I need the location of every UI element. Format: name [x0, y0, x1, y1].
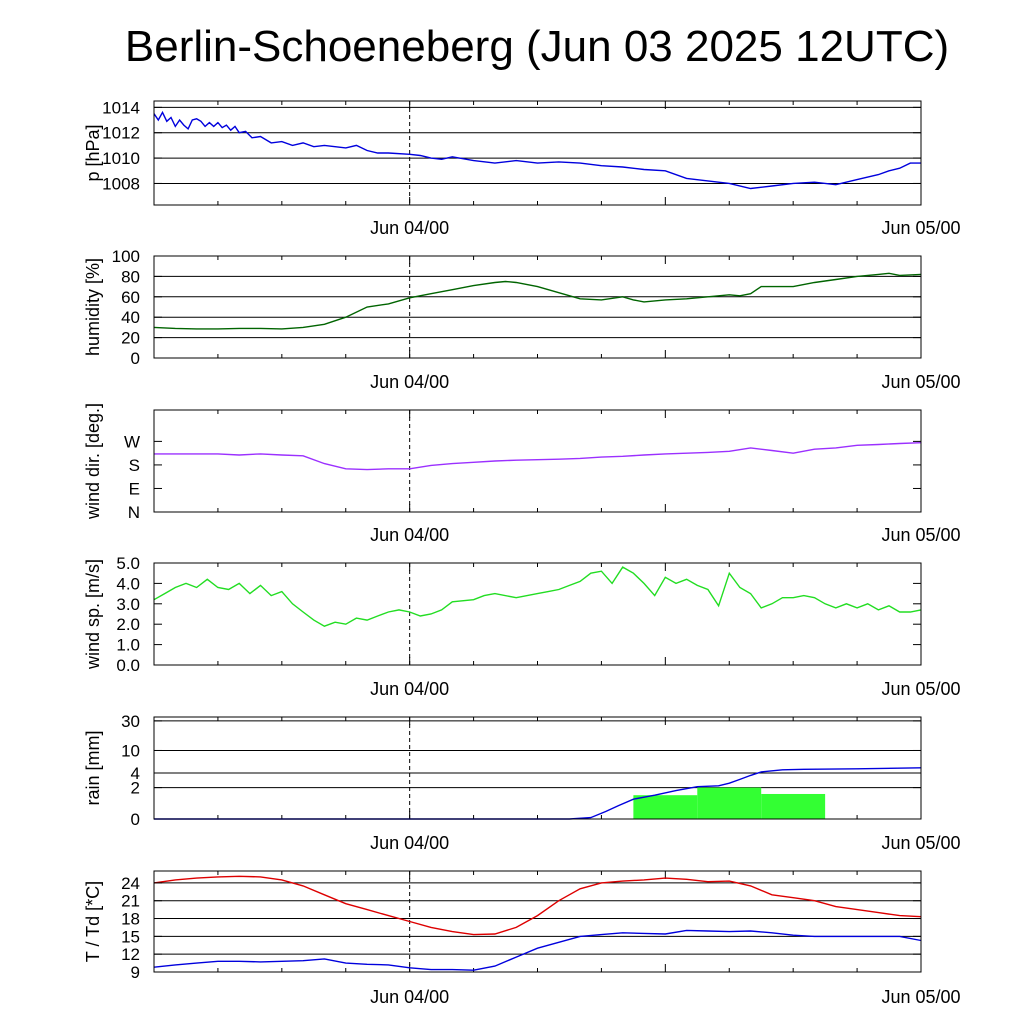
x-tick-label: Jun 04/00: [370, 679, 449, 699]
x-tick-label: Jun 05/00: [881, 987, 960, 1007]
y-tick-label: 60: [121, 288, 140, 307]
x-tick-label: Jun 04/00: [370, 833, 449, 853]
y-axis-label: humidity [%]: [83, 258, 103, 356]
x-tick-label: Jun 04/00: [370, 525, 449, 545]
x-tick-label: Jun 05/00: [881, 218, 960, 238]
series-line: [153, 929, 922, 971]
y-axis-label: rain [mm]: [83, 730, 103, 805]
y-tick-label: S: [129, 456, 140, 475]
y-tick-label: 4.0: [116, 574, 140, 593]
x-tick-label: Jun 05/00: [881, 679, 960, 699]
y-axis-label: p [hPa]: [83, 124, 103, 181]
plot-frame: [153, 562, 922, 666]
panel-wind_speed: 0.01.0 2.03.0 4.05.0 wind sp. [m/s] Jun 04/0…: [83, 554, 961, 699]
series-line: [153, 875, 922, 936]
y-tick-label: 1012: [102, 124, 140, 143]
plot-frame: [153, 255, 922, 359]
y-tick-label: 18: [121, 910, 140, 929]
y-tick-label: 20: [121, 329, 140, 348]
y-axis-label: wind dir. [deg.]: [83, 403, 103, 520]
y-tick-label: 0.0: [116, 656, 140, 675]
y-tick-label: 21: [121, 892, 140, 911]
x-tick-label: Jun 05/00: [881, 833, 960, 853]
y-tick-label: 1.0: [116, 636, 140, 655]
plot-frame: [153, 716, 922, 820]
panel-rain: 0 24 10 30 rain [mm] Jun 04/00 Jun 05/00: [83, 712, 961, 853]
y-tick-label: 30: [121, 712, 140, 731]
y-tick-label: 10: [121, 741, 140, 760]
y-tick-label: 0: [131, 810, 140, 829]
y-axis-label: T / Td [*C]: [83, 881, 103, 962]
y-tick-label: W: [124, 432, 140, 451]
series-line: [153, 272, 922, 330]
x-tick-label: Jun 05/00: [881, 372, 960, 392]
y-axis-label: wind sp. [m/s]: [83, 559, 103, 670]
y-tick-label: 1008: [102, 174, 140, 193]
plot-frame: [153, 409, 922, 513]
plot-frame: [153, 870, 922, 973]
y-tick-label: 0: [131, 349, 140, 368]
x-tick-label: Jun 05/00: [881, 525, 960, 545]
rain-bar: [761, 793, 826, 819]
y-tick-label: 3.0: [116, 595, 140, 614]
x-tick-label: Jun 04/00: [370, 372, 449, 392]
y-tick-label: N: [128, 503, 140, 522]
x-tick-label: Jun 04/00: [370, 987, 449, 1007]
y-tick-label: 9: [131, 963, 140, 982]
y-tick-label: 24: [121, 874, 140, 893]
series-line: [154, 767, 922, 820]
series-line: [154, 442, 922, 471]
y-tick-label: E: [129, 479, 140, 498]
plot-frame: [153, 100, 922, 206]
rain-bar: [697, 787, 762, 819]
y-tick-label: 2: [131, 779, 140, 798]
y-tick-label: 12: [121, 945, 140, 964]
y-tick-label: 1014: [102, 98, 140, 117]
x-tick-label: Jun 04/00: [370, 218, 449, 238]
rain-bar: [633, 795, 698, 819]
y-tick-label: 15: [121, 927, 140, 946]
y-tick-label: 40: [121, 308, 140, 327]
series-line: [153, 566, 922, 627]
y-tick-label: 80: [121, 267, 140, 286]
series-line: [153, 110, 921, 190]
chart-title: Berlin-Schoeneberg (Jun 03 2025 12UTC): [124, 22, 950, 71]
y-tick-label: 5.0: [116, 554, 140, 573]
y-tick-label: 100: [112, 247, 140, 266]
y-tick-label: 2.0: [116, 615, 140, 634]
y-tick-label: 1010: [102, 149, 140, 168]
panel-pressure: 1008 1010 1012 1014 p [hPa] Jun 04/00 Jun 05/0…: [83, 98, 961, 238]
y-tick-label: 4: [131, 764, 140, 783]
